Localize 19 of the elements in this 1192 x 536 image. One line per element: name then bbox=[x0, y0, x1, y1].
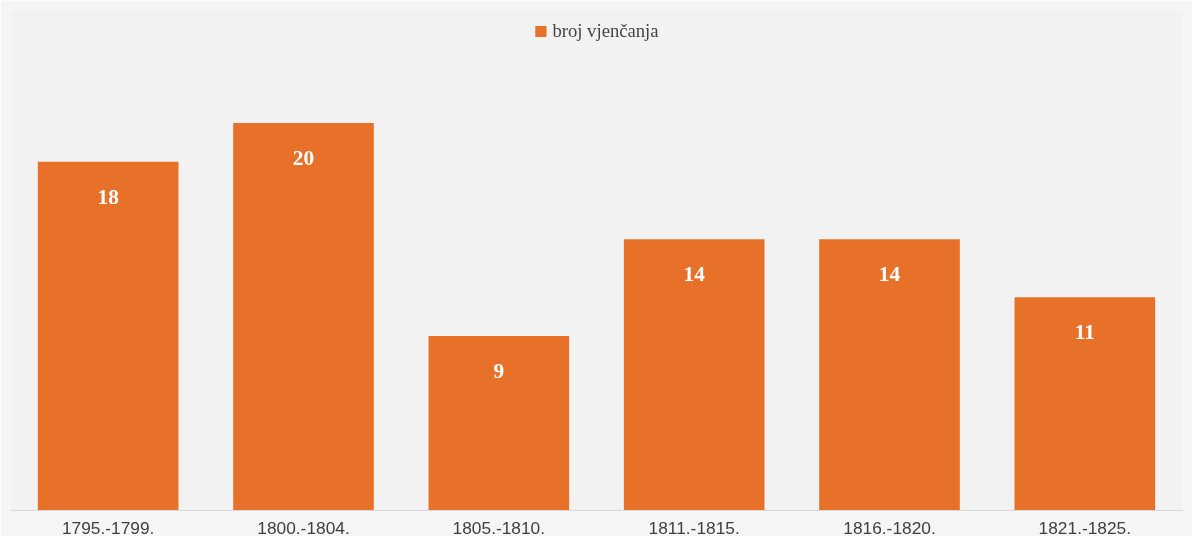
bar bbox=[819, 239, 960, 511]
x-tick-label: 1795.-1799. bbox=[61, 517, 155, 536]
x-tick-label: 1821.-1825. bbox=[1038, 517, 1132, 536]
data-label: 9 bbox=[493, 359, 505, 384]
data-label: 11 bbox=[1074, 320, 1095, 345]
data-label: 20 bbox=[292, 145, 315, 170]
bar bbox=[428, 336, 570, 511]
x-tick-label: 1805.-1810. bbox=[452, 517, 546, 536]
legend-label: broj vjenčanja bbox=[552, 20, 659, 42]
data-label: 14 bbox=[683, 262, 706, 287]
data-label: 14 bbox=[878, 262, 901, 287]
bar bbox=[233, 122, 374, 511]
x-tick-label: 1800.-1804. bbox=[257, 517, 350, 536]
x-tick-label: 1816.-1820. bbox=[843, 517, 936, 536]
bar bbox=[1014, 297, 1156, 511]
bar bbox=[37, 161, 179, 511]
x-tick-label: 1811.-1815. bbox=[648, 517, 740, 536]
data-label: 18 bbox=[97, 184, 119, 209]
bar bbox=[623, 239, 765, 511]
